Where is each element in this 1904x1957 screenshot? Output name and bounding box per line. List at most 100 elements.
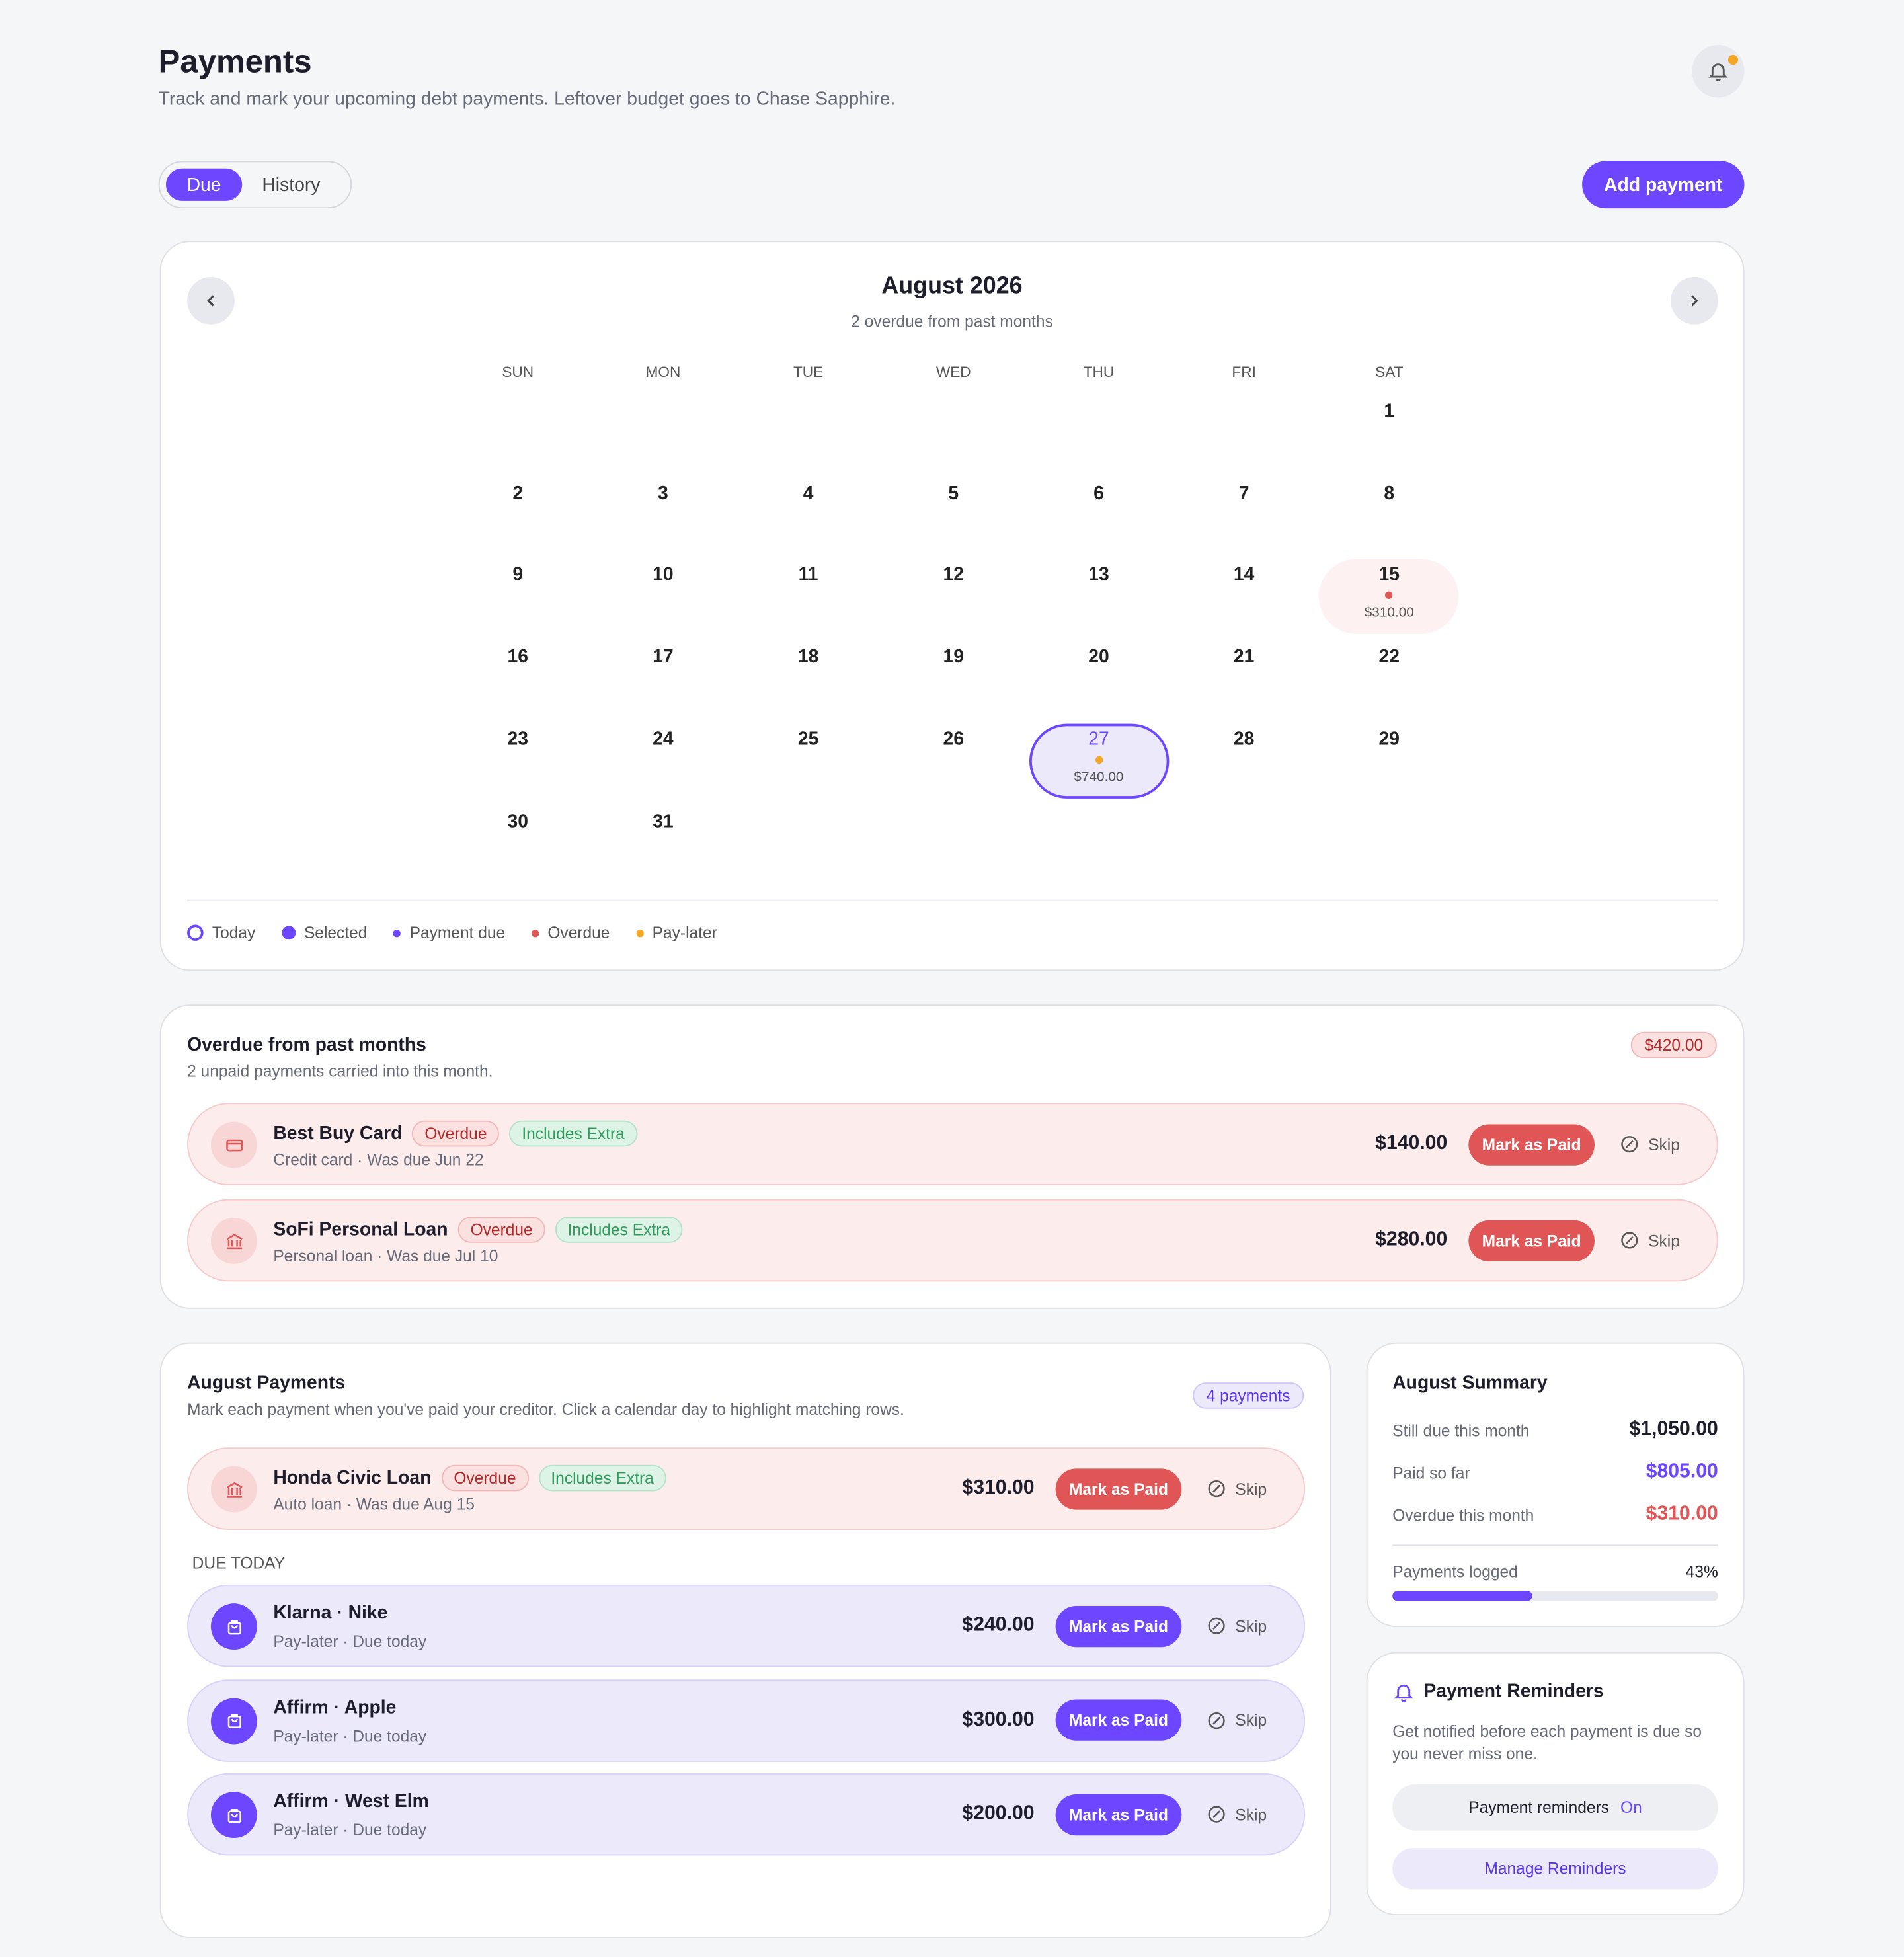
skip-button[interactable]: Skip bbox=[1207, 1710, 1269, 1730]
tag: Includes Extra bbox=[555, 1217, 683, 1243]
summary-label: Overdue this month bbox=[1392, 1505, 1534, 1525]
summary-value: $1,050.00 bbox=[1629, 1418, 1718, 1440]
payment-count: 4 payments bbox=[1192, 1382, 1304, 1409]
row-actions: $280.00 Mark as Paid Skip bbox=[1375, 1201, 1682, 1281]
summary-card: August Summary Still due this month $1,05… bbox=[1366, 1342, 1745, 1628]
skip-label: Skip bbox=[1235, 1710, 1267, 1730]
mark-paid-button[interactable]: Mark as Paid bbox=[1055, 1468, 1182, 1509]
legend-dot bbox=[531, 929, 539, 937]
weekday-label: SAT bbox=[1375, 363, 1404, 381]
mark-paid-button[interactable]: Mark as Paid bbox=[1468, 1123, 1595, 1165]
tag: Overdue bbox=[441, 1464, 529, 1492]
toggle-label: Payment reminders bbox=[1468, 1798, 1610, 1817]
day-number[interactable]: 2 bbox=[512, 482, 524, 504]
row-actions: $140.00 Mark as Paid Skip bbox=[1375, 1104, 1682, 1184]
row-amount: $280.00 bbox=[1375, 1228, 1448, 1251]
payment-row: Affirm · Apple Pay-later · Due today $300.… bbox=[187, 1679, 1306, 1761]
day-number[interactable]: 18 bbox=[797, 646, 819, 668]
mark-paid-button[interactable]: Mark as Paid bbox=[1055, 1605, 1182, 1647]
skip-button[interactable]: Skip bbox=[1207, 1478, 1269, 1498]
tag: Overdue bbox=[457, 1217, 545, 1243]
day-number[interactable]: 28 bbox=[1233, 728, 1255, 750]
day-number[interactable]: 11 bbox=[798, 564, 818, 586]
legend-item: Pay-later bbox=[636, 924, 717, 942]
skip-button[interactable]: Skip bbox=[1207, 1804, 1269, 1824]
skip-label: Skip bbox=[1235, 1616, 1267, 1636]
day-number[interactable]: 10 bbox=[653, 564, 674, 586]
day-number[interactable]: 3 bbox=[658, 482, 668, 504]
day-number[interactable]: 14 bbox=[1233, 564, 1255, 586]
payment-row: Klarna · Nike Pay-later · Due today $240.0… bbox=[187, 1584, 1306, 1667]
day-number[interactable]: 23 bbox=[507, 728, 528, 750]
day-number[interactable]: 20 bbox=[1088, 646, 1109, 668]
day-number[interactable]: 24 bbox=[653, 728, 674, 750]
day-number[interactable]: 16 bbox=[507, 646, 528, 668]
day-number[interactable]: 26 bbox=[943, 728, 964, 750]
day-number[interactable]: 12 bbox=[943, 564, 964, 586]
payment-row: SoFi Personal Loan Overdue Includes Extra P… bbox=[187, 1199, 1718, 1282]
day-number[interactable]: 6 bbox=[1093, 482, 1104, 504]
day-number[interactable]: 25 bbox=[797, 728, 819, 750]
day-number[interactable]: 8 bbox=[1384, 482, 1395, 504]
weekday-label: MON bbox=[645, 363, 681, 381]
notification-button[interactable] bbox=[1692, 44, 1745, 98]
day-number[interactable]: 13 bbox=[1088, 564, 1109, 586]
day-number[interactable]: 31 bbox=[653, 810, 674, 832]
tab-group: Due History bbox=[158, 161, 352, 209]
day-number[interactable]: 30 bbox=[507, 810, 528, 832]
section-subtitle: Mark each payment when you've paid your … bbox=[187, 1400, 904, 1419]
skip-button[interactable]: Skip bbox=[1207, 1616, 1269, 1636]
day-number[interactable]: 1 bbox=[1384, 400, 1395, 422]
row-name: SoFi Personal Loan bbox=[273, 1218, 448, 1240]
overdue-total: $420.00 bbox=[1630, 1031, 1717, 1058]
tag: Includes Extra bbox=[509, 1120, 637, 1147]
row-title: Affirm · Apple bbox=[273, 1697, 396, 1718]
row-name: Affirm · West Elm bbox=[273, 1790, 429, 1812]
add-payment-button[interactable]: Add payment bbox=[1582, 161, 1745, 209]
day-number[interactable]: 29 bbox=[1378, 728, 1400, 750]
august-card: August Payments Mark each payment when y… bbox=[159, 1342, 1331, 1938]
legend-label: Payment due bbox=[409, 923, 506, 942]
mark-paid-button[interactable]: Mark as Paid bbox=[1055, 1793, 1182, 1835]
row-name: Klarna · Nike bbox=[273, 1602, 388, 1624]
toggle-state: On bbox=[1620, 1798, 1642, 1817]
progress-value: 43% bbox=[1685, 1562, 1718, 1581]
next-month[interactable] bbox=[1671, 276, 1718, 325]
row-icon bbox=[210, 1218, 257, 1264]
row-detail: Personal loan · Was due Jul 10 bbox=[273, 1246, 498, 1265]
row-name: Affirm · Apple bbox=[273, 1696, 397, 1718]
manage-reminders-button[interactable]: Manage Reminders bbox=[1392, 1848, 1718, 1890]
legend-dot bbox=[187, 924, 204, 941]
day-number[interactable]: 7 bbox=[1238, 482, 1250, 504]
day-number[interactable]: 5 bbox=[948, 482, 959, 504]
day-number[interactable]: 17 bbox=[653, 646, 674, 668]
reminders-card: Payment Reminders Get notified before ea… bbox=[1366, 1652, 1745, 1916]
weekday-label: SUN bbox=[502, 363, 534, 381]
row-title: Best Buy Card Overdue Includes Extra bbox=[273, 1120, 637, 1147]
day-number[interactable]: 9 bbox=[512, 564, 524, 586]
section-title: August Payments bbox=[187, 1373, 346, 1394]
mark-paid-button[interactable]: Mark as Paid bbox=[1055, 1699, 1182, 1741]
row-amount: $240.00 bbox=[962, 1615, 1035, 1636]
prev-month[interactable] bbox=[187, 276, 235, 325]
row-actions: $310.00 Mark as Paid Skip bbox=[962, 1449, 1269, 1529]
day-number[interactable]: 22 bbox=[1378, 646, 1400, 668]
skip-button[interactable]: Skip bbox=[1620, 1135, 1682, 1154]
row-title: Affirm · West Elm bbox=[273, 1790, 428, 1812]
day-number[interactable]: 19 bbox=[943, 646, 964, 668]
day-number[interactable]: 4 bbox=[803, 482, 814, 504]
skip-label: Skip bbox=[1235, 1804, 1267, 1824]
section-subtitle: 2 unpaid payments carried into this mont… bbox=[187, 1062, 493, 1081]
tab-history[interactable]: History bbox=[262, 174, 321, 196]
reminders-title: Payment Reminders bbox=[1423, 1681, 1604, 1702]
skip-label: Skip bbox=[1648, 1230, 1680, 1250]
tab-due[interactable]: Due bbox=[166, 168, 243, 201]
reminders-toggle[interactable]: Payment reminders On bbox=[1392, 1784, 1718, 1831]
mark-paid-button[interactable]: Mark as Paid bbox=[1468, 1219, 1595, 1261]
day-number[interactable]: 21 bbox=[1233, 646, 1255, 668]
skip-button[interactable]: Skip bbox=[1620, 1230, 1682, 1250]
row-actions: $200.00 Mark as Paid Skip bbox=[962, 1775, 1269, 1855]
weekday-label: THU bbox=[1083, 363, 1115, 381]
